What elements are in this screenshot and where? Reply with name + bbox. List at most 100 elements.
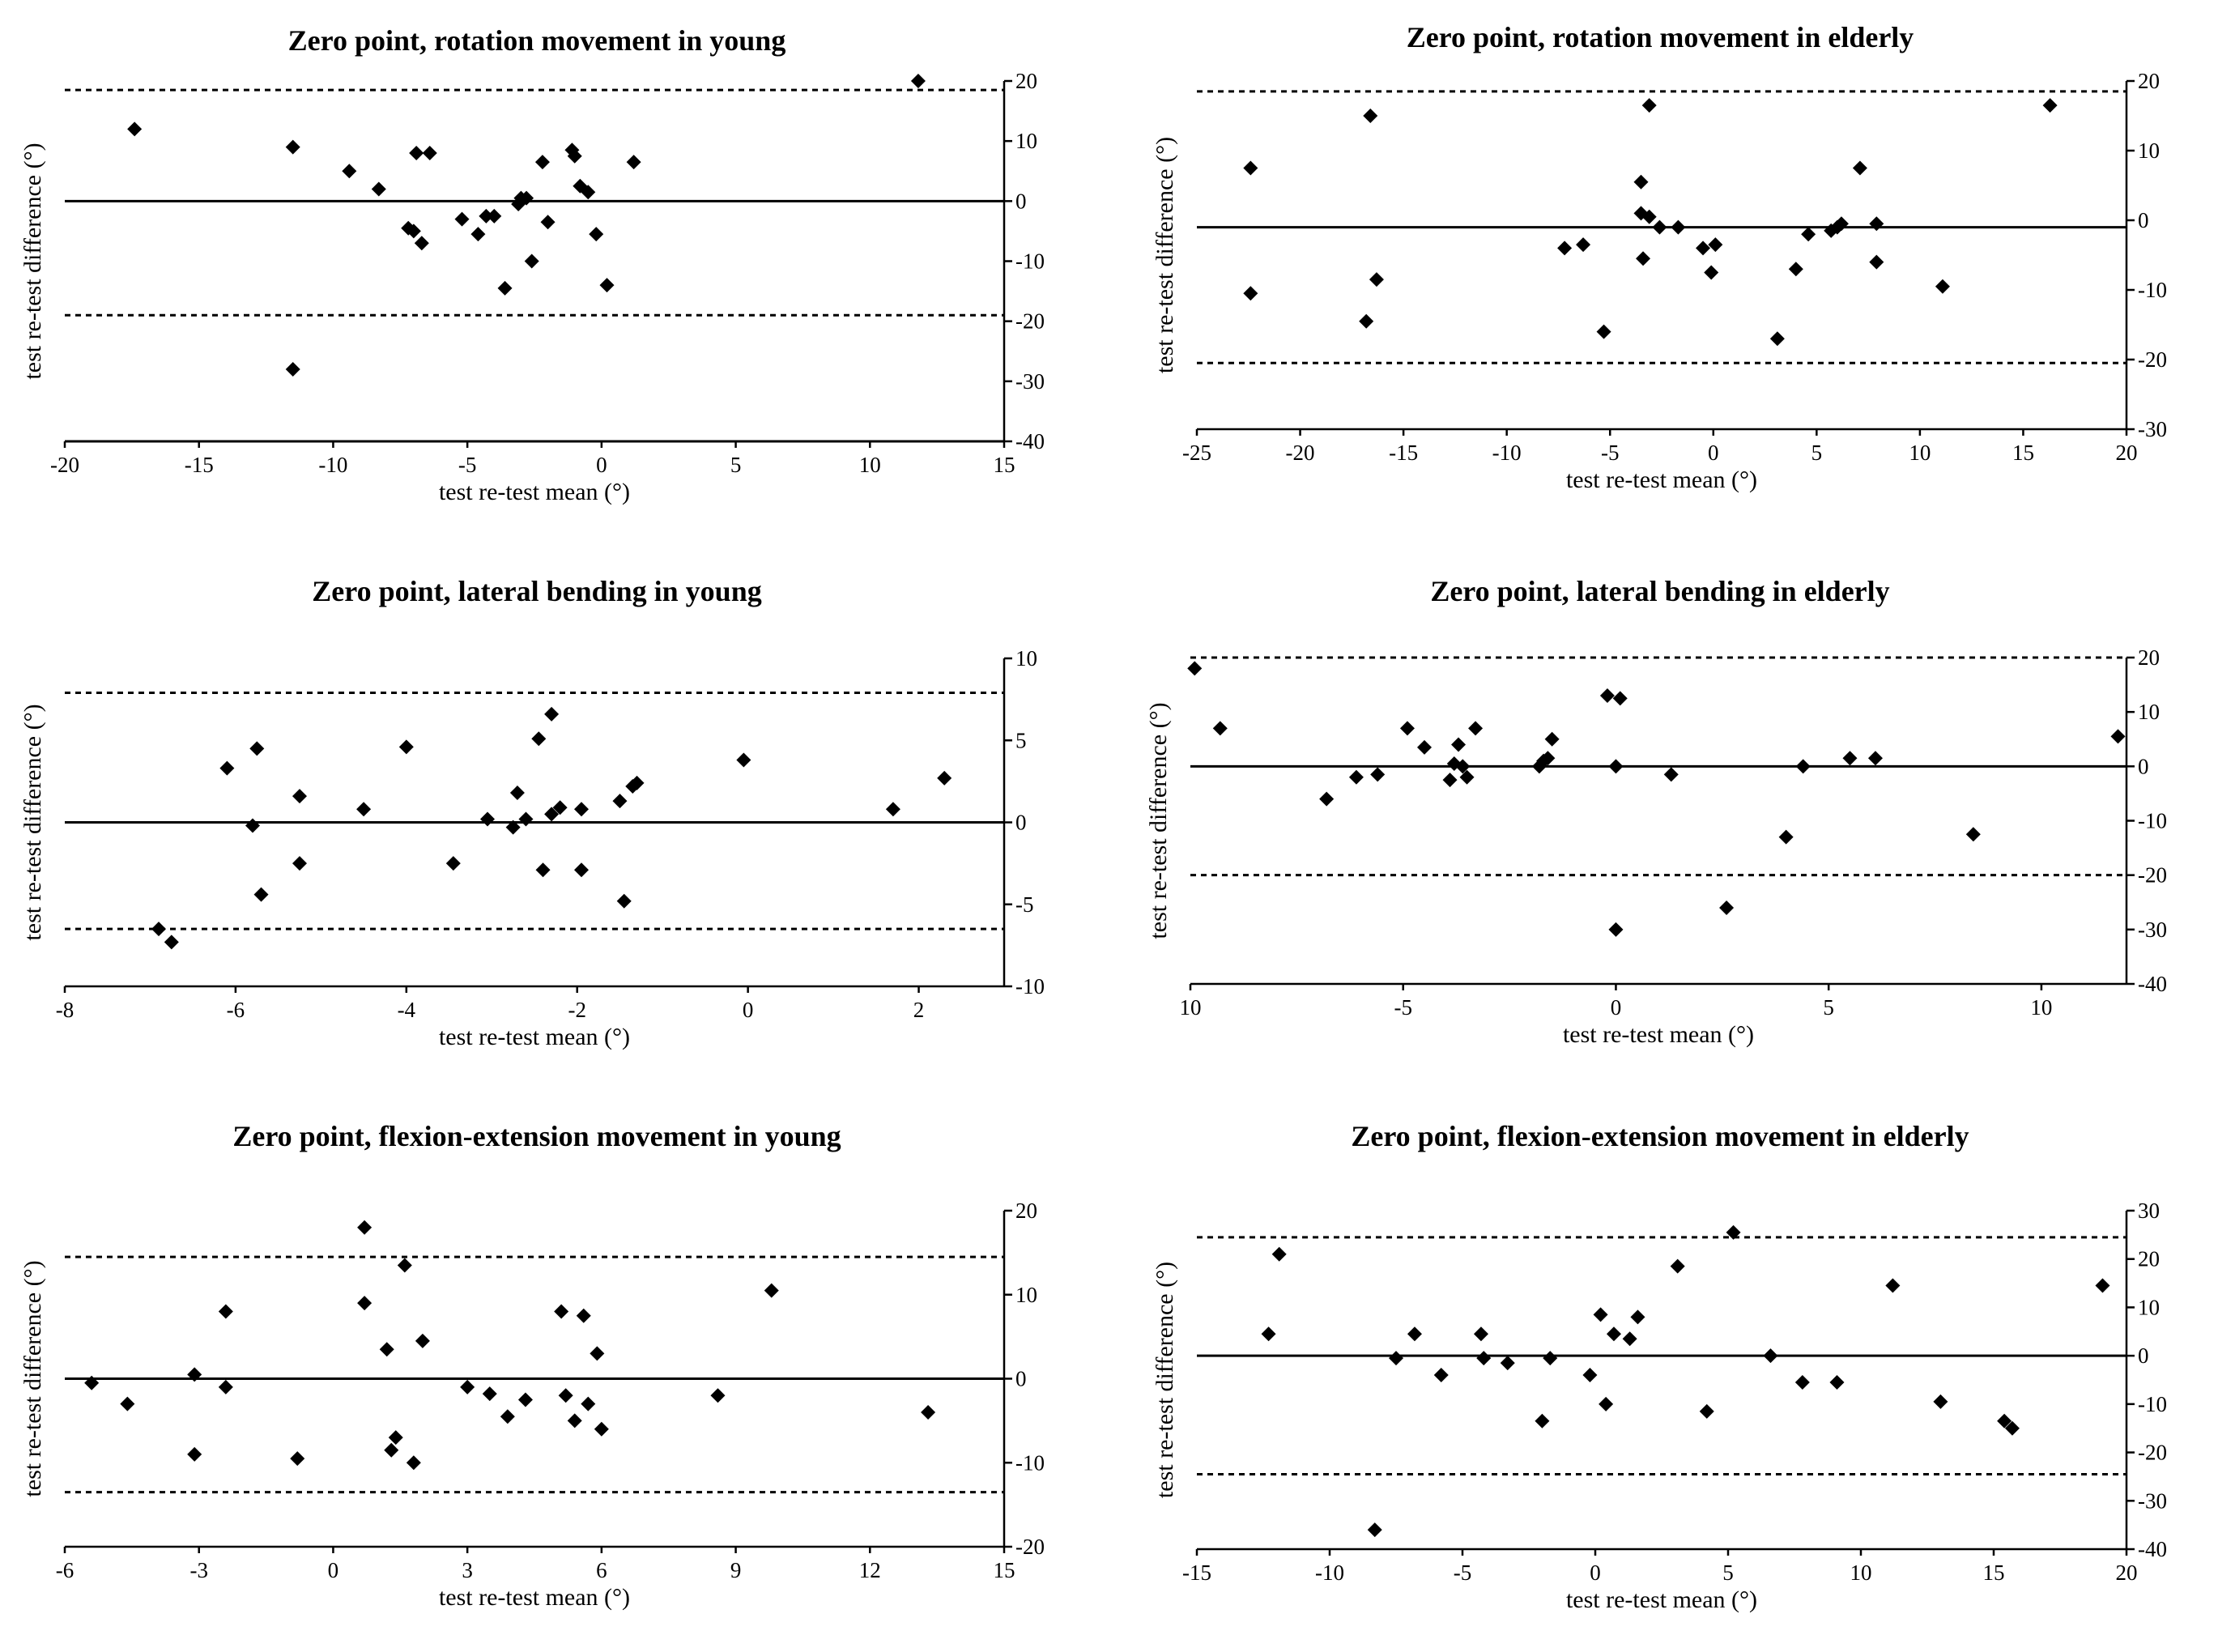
x-tick-label: 10 (2030, 995, 2052, 1020)
data-point (384, 1442, 399, 1458)
chart-title: Zero point, lateral bending in elderly (1430, 575, 1889, 607)
y-tick-label: -10 (1015, 1450, 1045, 1475)
y-axis-label: test re-test difference (°) (1145, 702, 1172, 939)
data-point (616, 893, 632, 909)
data-point (480, 811, 495, 827)
x-tick-label: -25 (1182, 441, 1211, 465)
data-point (218, 1379, 233, 1394)
data-point (357, 1296, 373, 1311)
data-point (574, 862, 589, 878)
data-point (1869, 254, 1884, 270)
y-tick-label: 20 (2138, 1247, 2160, 1271)
data-point (519, 190, 534, 206)
chart-title: Zero point, flexion-extension movement i… (232, 1120, 841, 1152)
data-point (1468, 721, 1484, 736)
y-tick-label: -40 (2138, 1537, 2167, 1561)
data-point (84, 1375, 100, 1390)
chart-panel-rotation-elderly: Zero point, rotation movement in elderly… (1109, 0, 2218, 551)
data-point (1531, 759, 1547, 774)
data-point (1369, 272, 1384, 287)
plot-area: -40 -30 -20 -10 0 10 20 30 -15 -10 -5 0 5 10 15 20 test … (1152, 1199, 2167, 1613)
x-tick-label: 15 (1983, 1560, 2005, 1585)
data-point (1763, 1348, 1778, 1364)
data-point (544, 706, 560, 722)
y-tick-label: -20 (2138, 863, 2167, 888)
data-point (2095, 1278, 2110, 1293)
data-point (535, 862, 551, 878)
y-tick-label: 0 (2138, 208, 2149, 232)
data-point (406, 1455, 421, 1471)
x-tick-label: 0 (743, 998, 754, 1022)
y-axis-label: test re-test difference (°) (19, 1260, 46, 1497)
data-point (567, 148, 582, 164)
data-point (1671, 219, 1686, 235)
data-point (576, 1308, 591, 1323)
data-point (1622, 1331, 1637, 1347)
data-point (500, 1409, 515, 1424)
data-point (1801, 227, 1816, 242)
data-point (517, 1392, 533, 1407)
data-point (1407, 1326, 1422, 1342)
data-point (379, 1342, 394, 1357)
data-point (219, 760, 235, 776)
x-tick-label: -5 (1601, 441, 1620, 465)
x-tick-label: -10 (1315, 1560, 1344, 1585)
data-point (414, 236, 429, 251)
data-point (482, 1386, 497, 1402)
x-tick-label: -6 (227, 998, 245, 1022)
data-point (594, 1421, 609, 1437)
y-tick-label: -30 (2138, 1488, 2167, 1513)
x-tick-label: 15 (994, 1558, 1015, 1582)
data-point (357, 1220, 373, 1235)
chart-panel-flexion-elderly: Zero point, flexion-extension movement i… (1109, 1101, 2218, 1652)
data-point (1652, 219, 1667, 235)
data-point (445, 856, 461, 871)
data-point (1636, 251, 1651, 266)
plot-area: -40 -30 -20 -10 0 10 20 10 -5 0 5 10 test re-test me… (1145, 645, 2167, 1048)
data-point (910, 74, 926, 88)
data-point (1606, 1326, 1621, 1342)
data-point (1367, 1522, 1382, 1538)
data-point (599, 278, 615, 293)
data-point (1599, 1396, 1614, 1411)
data-point (921, 1405, 936, 1420)
data-point (409, 146, 424, 160)
y-tick-label: -40 (2138, 972, 2167, 996)
x-tick-label: 3 (462, 1558, 473, 1582)
data-point (1670, 1258, 1685, 1274)
x-tick-label: 10 (1850, 1560, 1872, 1585)
y-tick-label: 10 (1015, 646, 1037, 671)
x-tick-label: -5 (458, 453, 477, 477)
data-point (1473, 1326, 1488, 1342)
x-tick-label: 5 (1722, 1560, 1734, 1585)
data-point (629, 775, 645, 790)
data-point (1557, 241, 1573, 256)
y-tick-label: 20 (1015, 69, 1037, 93)
x-tick-label: -15 (1182, 1560, 1211, 1585)
data-point (1389, 1351, 1403, 1366)
data-point (1243, 286, 1258, 301)
data-point (552, 800, 568, 815)
data-point (1933, 1394, 1948, 1409)
x-tick-label: -5 (1454, 1560, 1472, 1585)
data-point (398, 739, 414, 755)
chart-svg: Zero point, flexion-extension movement i… (1152, 1120, 2167, 1613)
x-tick-label: 9 (730, 1558, 742, 1582)
x-tick-label: 15 (994, 453, 1015, 477)
data-point (422, 146, 437, 160)
chart-title: Zero point, rotation movement in elderly (1407, 21, 1914, 53)
y-tick-label: -10 (2138, 278, 2167, 302)
data-point (253, 887, 269, 902)
data-point (1612, 691, 1628, 706)
y-tick-label: 0 (1015, 811, 1027, 835)
data-point (2110, 729, 2126, 744)
y-axis-label: test re-test difference (°) (19, 143, 46, 379)
data-point (885, 802, 900, 817)
data-point (285, 362, 300, 377)
x-tick-label: 10 (859, 453, 881, 477)
x-tick-label: -20 (50, 453, 79, 477)
data-point (1599, 688, 1615, 704)
data-point (1459, 769, 1475, 785)
data-point (187, 1367, 202, 1382)
data-point (626, 155, 641, 170)
